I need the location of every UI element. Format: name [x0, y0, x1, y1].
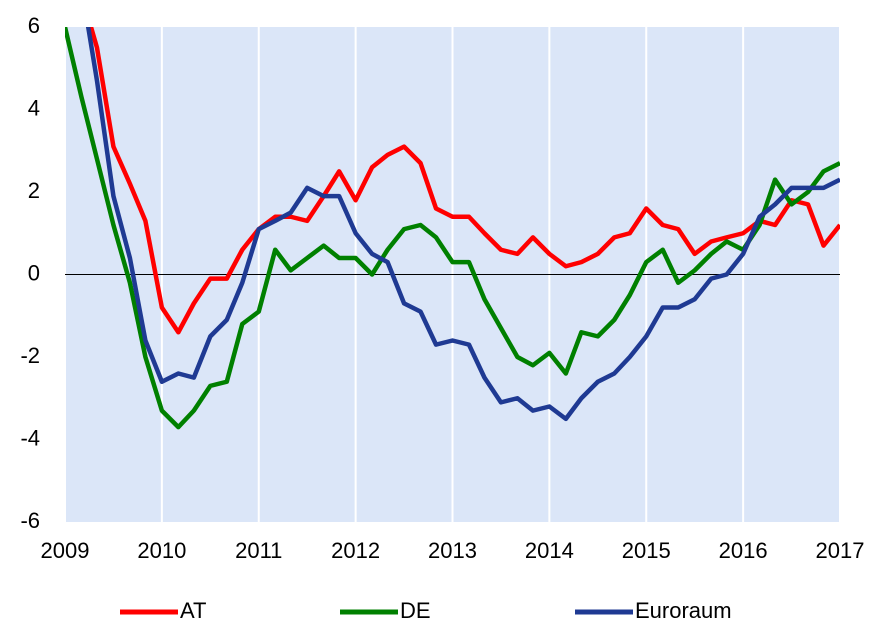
x-tick-label: 2016 — [719, 538, 768, 563]
labels: 2009 2010 2011 2012 2013 2014 2015 2016 2017 6 4 2 0… — [20, 13, 864, 623]
legend-label: AT — [180, 598, 206, 623]
x-tick-label: 2011 — [235, 538, 282, 563]
legend-label: DE — [400, 598, 431, 623]
series-line — [88, 27, 840, 335]
y-tick-label: -2 — [20, 343, 40, 368]
x-tick-label: 2014 — [525, 538, 574, 563]
y-tick-label: 4 — [28, 95, 40, 120]
lines — [65, 27, 840, 430]
x-tick-label: 2013 — [428, 538, 477, 563]
series-line — [85, 27, 840, 422]
x-tick-label: 2017 — [816, 538, 865, 563]
y-tick-label: -6 — [20, 508, 40, 533]
legend-label: Euroraum — [635, 598, 732, 623]
x-tick-label: 2009 — [41, 538, 90, 563]
series-line — [65, 27, 840, 430]
grid — [64, 27, 841, 522]
y-tick-label: 6 — [28, 13, 40, 38]
y-tick-label: 0 — [28, 260, 40, 285]
x-tick-label: 2010 — [137, 538, 186, 563]
x-tick-label: 2012 — [331, 538, 380, 563]
y-tick-label: -4 — [20, 425, 40, 450]
x-tick-label: 2015 — [622, 538, 671, 563]
y-tick-label: 2 — [28, 178, 40, 203]
